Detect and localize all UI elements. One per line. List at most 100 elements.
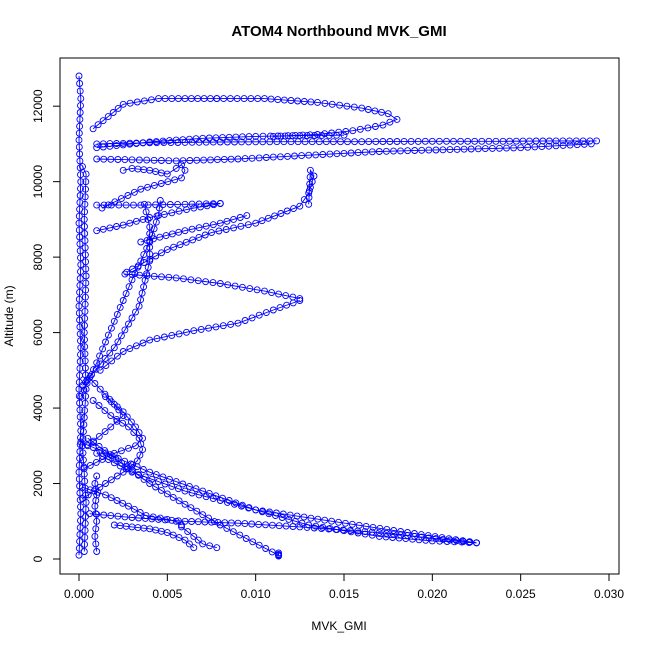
data-point [279,510,287,518]
data-point [303,132,311,140]
data-point [179,136,187,144]
series-line [80,200,161,397]
data-point [174,485,182,493]
data-point [200,156,208,164]
data-point [130,429,138,437]
data-point [245,138,253,146]
data-point [201,231,209,239]
data-point [166,201,174,208]
data-point [107,476,115,484]
data-point [80,215,88,223]
data-point [101,407,109,415]
data-point [75,385,83,393]
data-point [188,489,196,497]
data-point [75,136,83,144]
data-point [234,519,242,527]
data-point [132,342,140,350]
data-point [96,385,104,393]
data-point [179,157,187,165]
data-point [499,137,507,145]
data-point [82,286,90,294]
data-point [252,138,260,146]
data-point [342,128,350,135]
data-point [238,133,246,141]
data-point [76,80,84,87]
data-point [152,483,160,491]
data-layer [75,72,601,560]
data-point [106,349,114,357]
data-point [275,290,283,298]
data-point [156,514,164,522]
data-point [143,270,151,278]
data-point [450,137,457,145]
data-point [77,178,85,186]
data-point [268,289,276,297]
data-point [104,456,112,464]
data-point [121,270,129,278]
data-point [347,528,355,536]
data-point [113,417,121,425]
data-point [202,278,210,286]
data-point [81,307,89,315]
data-point [122,201,130,209]
data-point [79,456,87,464]
data-point [300,513,308,521]
data-point [245,504,253,512]
data-point [89,397,97,404]
data-point [110,317,118,325]
data-point [94,488,102,496]
data-point [100,155,108,163]
data-point [139,466,147,473]
data-point [340,527,348,535]
data-point [99,345,107,353]
data-point [93,510,101,518]
data-point [219,134,226,142]
data-point [378,108,385,116]
data-point [81,251,89,259]
data-point [315,138,323,146]
data-point [224,281,232,289]
data-point [459,537,467,545]
data-point [142,208,150,216]
data-point [219,494,226,502]
series-line [87,437,279,556]
data-point [185,482,193,490]
data-point [242,535,250,542]
data-point [390,527,398,534]
y-tick-label: 4000 [31,394,45,421]
data-point [93,140,101,148]
data-point [496,144,503,152]
data-point [368,531,376,539]
data-point [305,151,313,159]
data-point [181,227,189,235]
data-point [308,138,316,146]
data-point [116,303,124,311]
data-point [81,364,89,372]
data-point [148,475,156,483]
data-point [90,438,97,446]
data-point [341,519,349,527]
data-point [237,222,245,230]
data-point [113,140,120,147]
data-point [180,275,187,283]
data-point [354,149,362,157]
data-point [227,519,235,527]
data-point [193,156,201,164]
data-point [361,528,369,536]
data-point [130,188,138,196]
data-point [75,129,83,137]
data-point [225,497,233,504]
data-point [181,536,189,544]
data-point [268,521,276,529]
data-point [450,538,458,546]
data-point [531,143,539,151]
data-point [474,145,482,153]
data-point [172,157,180,165]
data-point [76,537,84,545]
data-point [163,490,171,498]
data-point [146,336,154,344]
data-point [300,98,308,105]
data-point [80,414,88,421]
data-point [223,524,231,532]
data-point [146,214,154,221]
